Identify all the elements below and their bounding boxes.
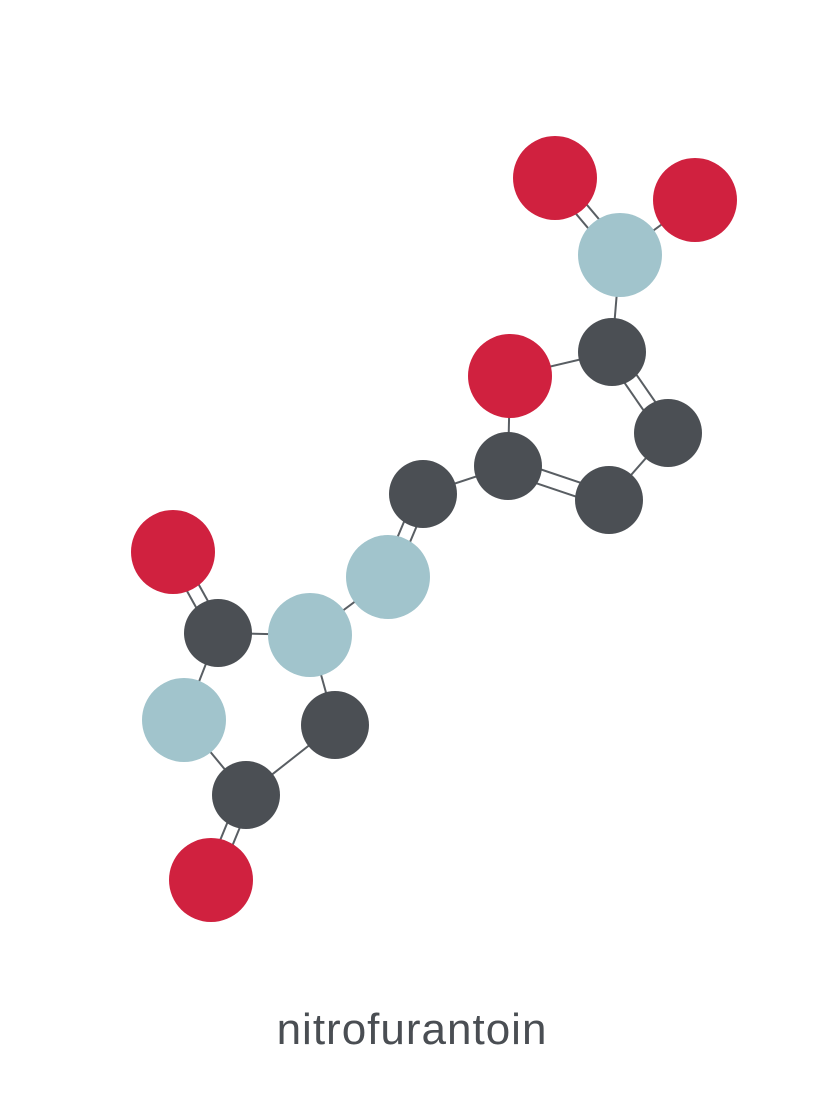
atom-c [575, 466, 643, 534]
atom-o [131, 510, 215, 594]
atom-c [474, 432, 542, 500]
atom-n [142, 678, 226, 762]
atom-o [169, 838, 253, 922]
atom-c [389, 460, 457, 528]
molecule-canvas: nitrofurantoin [0, 0, 825, 1100]
atom-c [634, 399, 702, 467]
atom-o [468, 334, 552, 418]
atom-o [653, 158, 737, 242]
molecule-name-label: nitrofurantoin [277, 1005, 548, 1055]
atom-n [578, 213, 662, 297]
atom-c [184, 599, 252, 667]
atom-n [346, 535, 430, 619]
atom-n [268, 593, 352, 677]
atom-c [578, 318, 646, 386]
atom-o [513, 136, 597, 220]
atom-c [301, 691, 369, 759]
atom-c [212, 761, 280, 829]
